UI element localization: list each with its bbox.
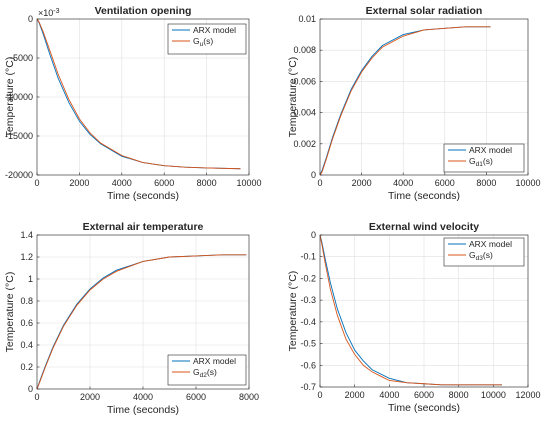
y-tick-label: -0.5	[300, 339, 316, 349]
y-tick-label: -0.4	[300, 317, 316, 327]
y-tick-label: 0.6	[20, 318, 33, 328]
x-axis-label: Time (seconds)	[107, 404, 179, 416]
y-tick-label: 0.008	[293, 45, 316, 55]
series-line-transfer-function	[319, 234, 502, 386]
chart-title: Ventilation opening	[95, 5, 192, 17]
legend-entry: Gd3(s)	[469, 250, 493, 262]
chart-title: External wind velocity	[369, 221, 479, 233]
x-tick-label: 4000	[112, 178, 132, 188]
y-tick-label: 0.8	[20, 296, 33, 306]
axes-frame	[36, 18, 250, 176]
chart-panel-1: 0 2000 4000 6000 8000 10000 -20000 -15000 -10000…	[4, 5, 262, 202]
chart-panel-3: 0 2000 4000 6000 8000 0 0.2 0.4 0.6 0.8 1 1.2 1.4 Ext…	[4, 221, 259, 416]
x-tick-label: 10000	[481, 390, 506, 400]
x-tick-label: 8000	[239, 392, 259, 402]
x-tick-label: 6000	[186, 392, 206, 402]
y-tick-label: -0.7	[300, 382, 316, 392]
y-axis-label: Temperature (°C)	[287, 271, 299, 352]
chart-title: External air temperature	[83, 221, 204, 233]
x-tick-label: 2000	[345, 390, 365, 400]
axes-frame	[319, 234, 529, 388]
x-tick-label: 4000	[133, 392, 153, 402]
series-line-transfer-function	[36, 18, 241, 170]
legend-entry: ARX model	[469, 239, 512, 249]
x-tick-label: 8000	[197, 178, 217, 188]
legend-entry: ARX model	[469, 145, 512, 155]
x-tick-label: 2000	[80, 392, 100, 402]
legend-box	[167, 23, 247, 55]
y-tick-label: 0	[28, 384, 33, 394]
y-tick-label: -0.1	[300, 252, 316, 262]
x-tick-label: 10000	[236, 178, 261, 188]
x-tick-label: 6000	[435, 178, 455, 188]
legend-entry: ARX model	[193, 356, 236, 366]
x-tick-label: 10000	[515, 178, 540, 188]
y-tick-label: 1.2	[20, 252, 33, 262]
y-axis-label: Temperature (°C)	[287, 57, 299, 138]
legend-entry: Gd2(s)	[193, 367, 217, 379]
series-line-transfer-function	[36, 254, 247, 390]
y-tick-label: 0.004	[293, 108, 316, 118]
y-tick-label: -0.2	[300, 273, 316, 283]
y-axis-label: Temperature (°C)	[4, 272, 16, 353]
x-tick-label: 2000	[352, 178, 372, 188]
legend-entry: Gd1(s)	[469, 156, 493, 168]
x-tick-label: 8000	[476, 178, 496, 188]
legend-box	[167, 354, 247, 386]
y-tick-label: 0	[28, 14, 33, 24]
legend-entry: Gu(s)	[193, 36, 213, 48]
x-axis-label: Time (seconds)	[388, 402, 460, 414]
y-tick-label: 0.01	[298, 14, 316, 24]
axes-frame	[36, 234, 250, 390]
y-tick-label: -10000	[5, 92, 33, 102]
legend-entry: ARX model	[193, 25, 236, 35]
y-tick-label: -0.6	[300, 360, 316, 370]
y-axis-label: Temperature (°C)	[4, 57, 16, 138]
y-tick-label: 0.2	[20, 362, 33, 372]
x-tick-label: 0	[34, 392, 39, 402]
y-tick-label: 0	[311, 230, 316, 240]
x-tick-label: 4000	[379, 390, 399, 400]
chart-panel-4: 0 2000 4000 6000 8000 10000 12000 -0.7 -0.6 -0.5 -…	[287, 221, 541, 414]
y-tick-label: 1	[28, 274, 33, 284]
y-tick-label: 0.4	[20, 340, 33, 350]
x-tick-label: 12000	[515, 390, 540, 400]
y-tick-label: -20000	[5, 170, 33, 180]
y-tick-label: -0.3	[300, 295, 316, 305]
x-tick-label: 6000	[414, 390, 434, 400]
y-tick-label: 0.006	[293, 76, 316, 86]
x-tick-label: 0	[317, 390, 322, 400]
legend-box	[443, 143, 525, 173]
x-tick-label: 4000	[393, 178, 413, 188]
series-line-transfer-function	[319, 26, 491, 176]
x-tick-label: 8000	[449, 390, 469, 400]
x-tick-label: 2000	[69, 178, 89, 188]
x-tick-label: 6000	[154, 178, 174, 188]
y-tick-label: 1.4	[20, 230, 33, 240]
y-tick-label: -5000	[10, 53, 33, 63]
y-tick-label: 0.002	[293, 139, 316, 149]
chart-title: External solar radiation	[366, 5, 483, 17]
x-axis-label: Time (seconds)	[107, 190, 179, 202]
y-tick-label: 0	[311, 170, 316, 180]
y-tick-label: -15000	[5, 131, 33, 141]
x-tick-label: 0	[317, 178, 322, 188]
y-exponent-label: ×10-3	[38, 8, 60, 18]
x-tick-label: 0	[34, 178, 39, 188]
x-axis-label: Time (seconds)	[388, 190, 460, 202]
legend-box	[443, 237, 525, 267]
axes-frame	[319, 18, 529, 176]
chart-panel-2: 0 2000 4000 6000 8000 10000 0 0.002 0.004 0.006 0.…	[287, 5, 541, 202]
